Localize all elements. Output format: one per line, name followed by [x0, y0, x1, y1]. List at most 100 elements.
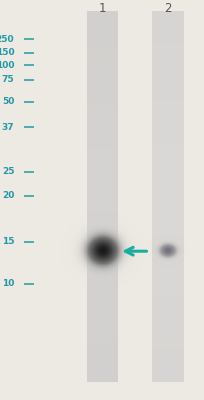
Bar [151, 36, 183, 40]
Bar [151, 141, 183, 144]
Bar [151, 301, 183, 305]
Bar [151, 344, 183, 348]
Bar [86, 267, 118, 271]
Bar [86, 125, 118, 129]
Bar [86, 58, 118, 61]
Text: 50: 50 [2, 98, 14, 106]
Bar [151, 378, 183, 382]
Bar [86, 76, 118, 80]
Bar [86, 51, 118, 55]
Bar [86, 196, 118, 200]
Bar [86, 128, 118, 132]
Bar [86, 193, 118, 197]
Bar [86, 132, 118, 135]
Bar [151, 165, 183, 169]
Bar [86, 366, 118, 370]
Bar [151, 98, 183, 102]
Bar [86, 212, 118, 216]
Bar [151, 172, 183, 176]
Bar [151, 332, 183, 336]
Bar [151, 107, 183, 111]
Bar [151, 156, 183, 160]
Bar [151, 356, 183, 360]
Bar [86, 356, 118, 360]
Bar [86, 323, 118, 326]
Bar [86, 107, 118, 111]
Text: 150: 150 [0, 48, 14, 57]
Bar [151, 350, 183, 354]
Bar [86, 14, 118, 18]
Bar [151, 17, 183, 21]
Bar [86, 286, 118, 290]
Bar [151, 264, 183, 268]
Bar [151, 144, 183, 148]
Bar [86, 172, 118, 176]
Bar [151, 184, 183, 188]
Bar [151, 212, 183, 216]
Bar [86, 230, 118, 234]
Bar [86, 101, 118, 104]
Bar [151, 261, 183, 265]
Bar [86, 141, 118, 144]
Bar [151, 110, 183, 114]
Bar [151, 132, 183, 135]
Bar [86, 144, 118, 148]
Text: 20: 20 [2, 192, 14, 200]
Bar [151, 60, 183, 64]
Bar [86, 199, 118, 203]
Bar [151, 375, 183, 379]
Bar [86, 261, 118, 265]
Bar [86, 48, 118, 52]
Bar [151, 175, 183, 178]
Bar [151, 295, 183, 299]
Bar [86, 33, 118, 37]
Bar [151, 20, 183, 24]
Bar [151, 193, 183, 197]
Text: 10: 10 [2, 280, 14, 288]
Bar [86, 252, 118, 256]
Bar [151, 233, 183, 237]
Bar [151, 76, 183, 80]
Bar [86, 221, 118, 225]
Bar [151, 329, 183, 333]
Bar [86, 187, 118, 191]
Bar [86, 91, 118, 95]
Bar [151, 162, 183, 166]
Bar [151, 168, 183, 172]
Bar [86, 246, 118, 250]
Bar [86, 372, 118, 376]
Bar [86, 239, 118, 243]
Bar [151, 239, 183, 243]
Bar [86, 289, 118, 292]
Bar [86, 316, 118, 320]
Bar [86, 354, 118, 357]
Bar [151, 360, 183, 364]
Bar [151, 267, 183, 271]
Bar [86, 175, 118, 178]
Bar [86, 218, 118, 222]
Bar [151, 122, 183, 126]
Bar [151, 255, 183, 259]
Bar [86, 280, 118, 283]
Bar [151, 125, 183, 129]
Bar [151, 58, 183, 61]
Bar [86, 347, 118, 351]
Bar [86, 110, 118, 114]
Bar [151, 227, 183, 231]
Bar [151, 307, 183, 311]
Bar [151, 276, 183, 280]
Bar [151, 202, 183, 206]
Bar [86, 64, 118, 68]
Bar [151, 88, 183, 92]
Bar [86, 159, 118, 163]
Bar [86, 122, 118, 126]
Bar [151, 289, 183, 292]
Bar [151, 113, 183, 117]
Bar [151, 138, 183, 142]
Bar [151, 116, 183, 120]
Bar [86, 11, 118, 15]
Bar [86, 233, 118, 237]
Bar [86, 249, 118, 252]
Text: 1: 1 [98, 2, 106, 14]
Bar [151, 313, 183, 317]
